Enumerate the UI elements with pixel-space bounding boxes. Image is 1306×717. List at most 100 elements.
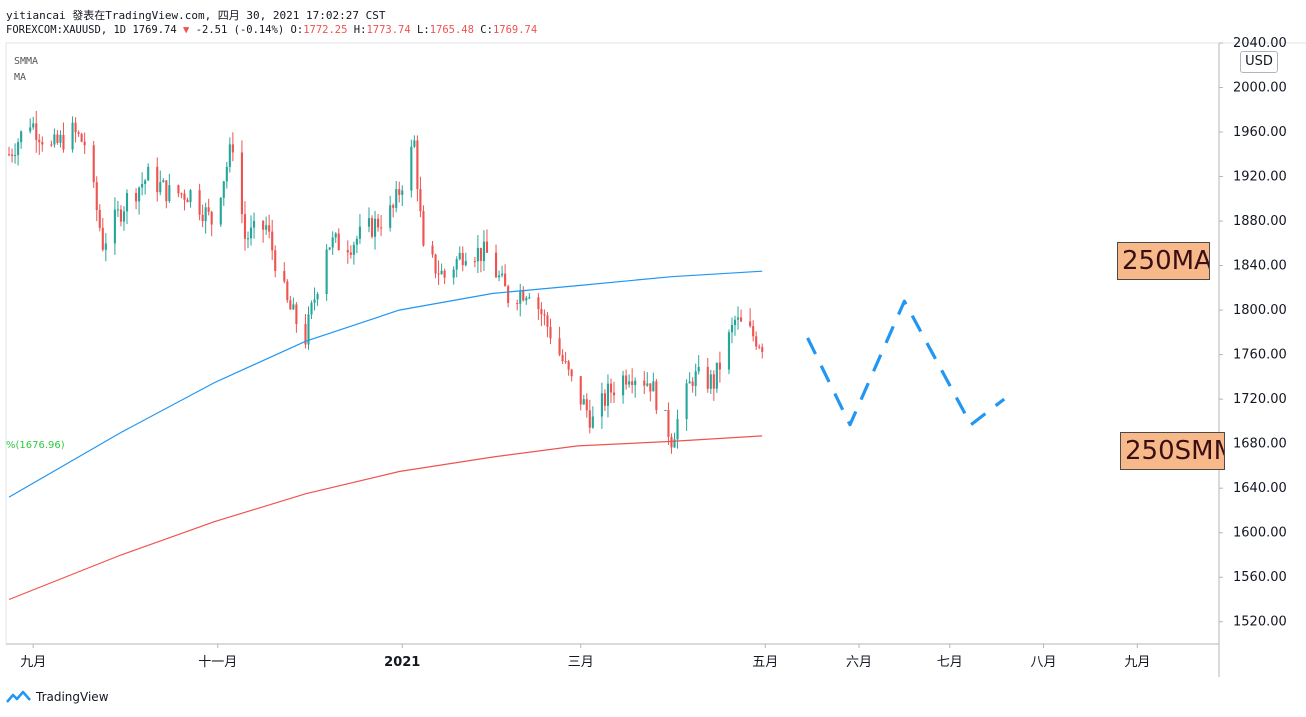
- candle-body: [688, 381, 691, 384]
- candle-body: [522, 290, 525, 301]
- series-line-ma: [8, 270, 763, 498]
- candle-body: [712, 374, 715, 389]
- candle-body: [252, 221, 256, 228]
- candle-body: [271, 231, 274, 251]
- tradingview-logo-icon: [6, 690, 31, 703]
- candle-body: [316, 294, 319, 300]
- candle-body: [528, 297, 531, 299]
- candle-body: [673, 439, 676, 448]
- candle-body: [125, 193, 129, 212]
- candle-body: [507, 286, 510, 303]
- candle-body: [401, 190, 404, 195]
- candle-body: [549, 326, 552, 339]
- candle-body: [180, 193, 183, 195]
- y-tick-label: 1640.00: [1233, 481, 1287, 496]
- candle-body: [295, 304, 298, 324]
- candle-body: [104, 243, 107, 250]
- candle-body: [349, 252, 352, 255]
- candle-body: [289, 300, 292, 310]
- candle-body: [440, 270, 443, 275]
- candle-body: [392, 205, 395, 208]
- candle-body: [736, 317, 740, 320]
- moving-average-lines: [8, 270, 763, 601]
- candle-body: [246, 238, 250, 240]
- candle-body: [122, 211, 126, 222]
- candle-body: [498, 275, 501, 278]
- candle-body: [262, 221, 265, 230]
- candle-body: [283, 271, 286, 282]
- candle-body: [458, 252, 461, 260]
- candle-body: [476, 247, 479, 262]
- high-label: H:: [353, 24, 367, 36]
- candle-body: [337, 233, 340, 251]
- candle-body: [582, 399, 585, 405]
- candle-body: [249, 227, 253, 239]
- candle-body: [59, 134, 62, 143]
- footer[interactable]: TradingView: [6, 690, 109, 704]
- candle-body: [485, 241, 489, 253]
- candle-body: [286, 281, 289, 301]
- candle-body: [501, 273, 504, 276]
- indicator-smma[interactable]: SMMA: [14, 56, 39, 67]
- candle-body: [649, 383, 652, 392]
- candle-body: [219, 197, 222, 225]
- candle-body: [231, 144, 234, 153]
- candle-body: [694, 371, 697, 386]
- x-tick-label: 九月: [20, 655, 46, 670]
- candle-body: [643, 380, 646, 386]
- candle-body: [177, 185, 180, 194]
- candle-body: [600, 393, 603, 417]
- y-tick-label: 1880.00: [1233, 214, 1287, 229]
- candle-body: [265, 225, 268, 230]
- candle-body: [730, 324, 734, 333]
- last-price: 1769.74: [132, 24, 177, 36]
- candle-body: [292, 304, 295, 310]
- candle-body: [685, 383, 688, 420]
- candle-body: [50, 144, 53, 146]
- candle-body: [201, 214, 204, 222]
- indicator-ma[interactable]: MA: [14, 72, 27, 83]
- candle-body: [749, 321, 752, 327]
- series-line-smma: [8, 435, 763, 601]
- candle-body: [210, 211, 213, 225]
- projection-path: [806, 299, 1006, 427]
- candle-body: [652, 381, 655, 392]
- y-tick-label: 1560.00: [1233, 570, 1287, 585]
- candle-body: [464, 261, 467, 266]
- candle-body: [389, 205, 392, 228]
- candle-body: [612, 392, 616, 396]
- candle-body: [268, 225, 271, 232]
- y-tick-label: 1720.00: [1233, 392, 1287, 407]
- candle-body: [53, 134, 56, 145]
- open-label: O:: [290, 24, 304, 36]
- footer-brand: TradingView: [36, 690, 109, 704]
- candle-body: [113, 209, 116, 244]
- close-value: 1769.74: [492, 24, 538, 36]
- candle-body: [17, 142, 20, 156]
- candle-body: [646, 383, 649, 386]
- candle-body: [189, 190, 192, 203]
- candle-body: [240, 152, 244, 215]
- candle-body: [313, 299, 316, 303]
- candle-body: [62, 134, 65, 150]
- candle-body: [676, 419, 679, 440]
- candle-body: [165, 180, 168, 202]
- candle-body: [416, 140, 419, 190]
- candle-body: [504, 273, 507, 287]
- candle-body: [328, 247, 331, 250]
- projection-line: [806, 299, 1006, 427]
- candle-body: [162, 180, 165, 183]
- candle-body: [346, 250, 349, 253]
- candle-body: [758, 346, 761, 348]
- candle-body: [494, 252, 498, 278]
- candle-body: [733, 319, 737, 325]
- candle-body: [98, 210, 101, 228]
- candle-body: [655, 381, 658, 411]
- candle-body: [718, 362, 721, 370]
- currency-badge[interactable]: USD: [1240, 51, 1278, 73]
- y-tick-label: 1800.00: [1233, 303, 1287, 318]
- candle-body: [83, 141, 86, 146]
- candle-body: [147, 166, 150, 181]
- candle-body: [101, 227, 104, 250]
